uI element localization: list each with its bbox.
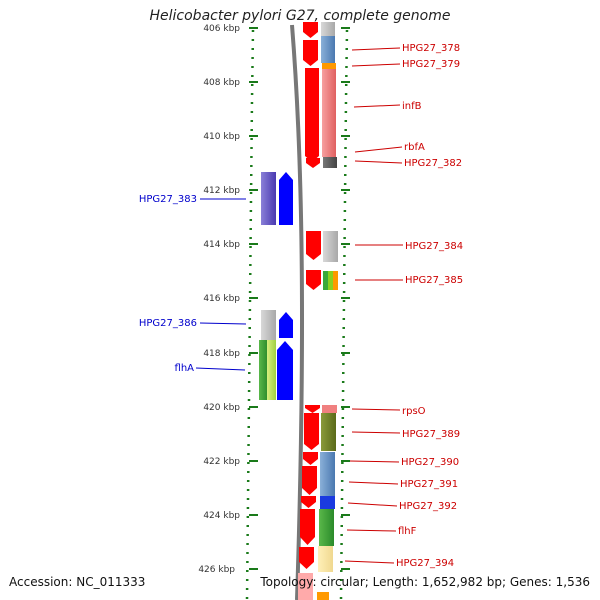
gene-label: HPG27_382 [404, 158, 462, 169]
tick-label: 420 kbp [203, 403, 240, 413]
gene-arrow-forward [303, 22, 318, 38]
function-box [319, 509, 334, 546]
function-box [328, 271, 333, 290]
gene-arrow-forward [303, 40, 318, 66]
tick-label: 426 kbp [198, 565, 235, 575]
axis-ticks [249, 27, 350, 570]
gene-label: HPG27_386 [139, 318, 197, 329]
function-box [323, 231, 338, 262]
gene-arrow-forward [302, 466, 317, 495]
gene-arrow-forward [305, 405, 320, 413]
gene-label: flhF [398, 526, 417, 537]
reverse-strand-genes[interactable] [277, 172, 293, 400]
gene-label: infB [402, 101, 422, 112]
gene-arrow-forward [306, 270, 321, 290]
tick-label: 406 kbp [203, 24, 240, 34]
function-box [321, 413, 336, 451]
function-box [321, 36, 335, 63]
gene-arrow-forward [299, 547, 314, 569]
function-box [267, 340, 276, 400]
gene-label: rpsO [402, 406, 426, 417]
left-label-leaders [195, 198, 247, 371]
tick-label: 410 kbp [203, 132, 240, 142]
function-box [320, 452, 335, 496]
gene-arrow-forward [306, 231, 321, 260]
function-box [317, 592, 329, 600]
tick-label: 412 kbp [203, 186, 240, 196]
function-box [318, 546, 333, 572]
function-box [259, 340, 268, 400]
gene-arrow-forward [300, 509, 315, 545]
reverse-function-boxes [259, 172, 276, 400]
gene-arrow-reverse [279, 312, 293, 338]
gene-label: HPG27_391 [400, 479, 458, 490]
topology-text: Topology: circular; Length: 1,652,982 bp… [260, 575, 590, 589]
function-box [261, 172, 276, 225]
tick-label: 414 kbp [203, 240, 240, 250]
gene-arrow-forward [303, 452, 318, 465]
gene-label: HPG27_383 [139, 194, 197, 205]
gene-arrow-reverse [277, 341, 293, 400]
tick-label: 408 kbp [203, 78, 240, 88]
axis-tick-labels: 406 kbp 408 kbp 410 kbp 412 kbp 414 kbp … [198, 24, 240, 575]
gene-arrow-forward [298, 573, 313, 600]
gene-label: HPG27_392 [399, 501, 457, 512]
forward-function-boxes [317, 22, 338, 600]
gene-arrow-forward [305, 68, 319, 157]
gene-label: rbfA [404, 142, 425, 153]
gene-label: HPG27_378 [402, 43, 460, 54]
forward-strand-genes[interactable] [298, 22, 321, 600]
map-title: Helicobacter pylori G27, complete genome [149, 8, 451, 24]
function-box [322, 63, 336, 69]
tick-label: 418 kbp [203, 349, 240, 359]
tick-label: 424 kbp [203, 511, 240, 521]
accession-text: Accession: NC_011333 [9, 575, 146, 589]
left-dotted-track [245, 29, 255, 600]
genome-backbone [290, 24, 305, 600]
function-box [320, 496, 335, 509]
gene-label: HPG27_385 [405, 275, 463, 286]
gene-arrow-forward [306, 158, 320, 168]
function-box [261, 310, 276, 340]
gene-label: HPG27_390 [401, 457, 459, 468]
function-box [323, 271, 328, 290]
function-box [322, 405, 337, 413]
gene-label: flhA [175, 363, 195, 374]
right-dotted-track [339, 29, 349, 600]
gene-label: HPG27_384 [405, 241, 463, 252]
left-gene-labels[interactable]: HPG27_383 HPG27_386 flhA [139, 194, 197, 374]
gene-arrow-forward [301, 496, 316, 508]
tick-label: 422 kbp [203, 457, 240, 467]
gene-label: HPG27_389 [402, 429, 460, 440]
function-box [322, 69, 336, 157]
function-box [321, 22, 335, 36]
gene-label: HPG27_394 [396, 558, 454, 569]
right-label-leaders [344, 47, 403, 564]
gene-arrow-forward [304, 413, 319, 450]
function-box [333, 271, 338, 290]
gene-arrow-reverse [279, 172, 293, 225]
function-box [323, 157, 337, 168]
gene-label: HPG27_379 [402, 59, 460, 70]
tick-label: 416 kbp [203, 294, 240, 304]
right-gene-labels[interactable]: HPG27_378 HPG27_379 infB rbfA HPG27_382 … [396, 43, 463, 569]
